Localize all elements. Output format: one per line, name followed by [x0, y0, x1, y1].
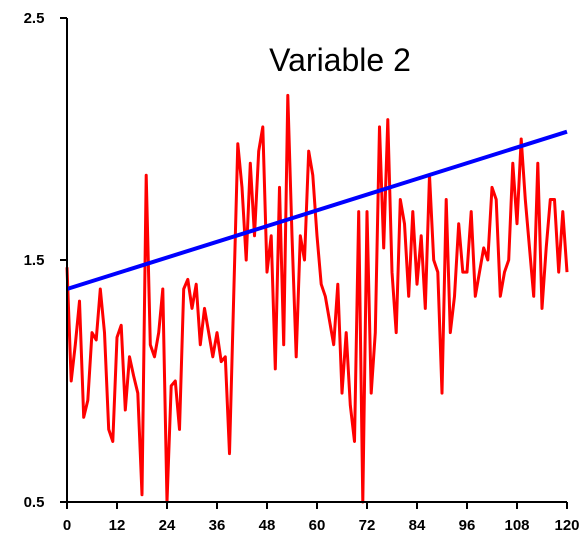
y-tick-label: 0.5: [24, 494, 45, 511]
x-tick-label: 84: [409, 517, 426, 534]
x-tick-label: 72: [359, 517, 376, 534]
x-tick-label: 36: [209, 517, 226, 534]
series-layer: [65, 93, 569, 504]
x-tick-label: 0: [63, 517, 71, 534]
x-tick-label: 48: [259, 517, 276, 534]
chart-title: Variable 2: [269, 42, 411, 78]
x-tick-label: 96: [459, 517, 476, 534]
y-tick-label: 1.5: [24, 252, 45, 269]
x-tick-label: 12: [109, 517, 126, 534]
x-tick-label: 24: [159, 517, 176, 534]
trend-line-blue: [66, 129, 568, 291]
series-line-red: [65, 93, 569, 504]
x-tick-label: 120: [554, 517, 579, 534]
x-tick-label: 108: [504, 517, 529, 534]
ticks: 0 12 24 36 48 60 72 84 96 108 120 0.5 1.5 2.5: [24, 10, 580, 534]
x-tick-label: 60: [309, 517, 326, 534]
y-tick-label: 2.5: [24, 10, 45, 27]
